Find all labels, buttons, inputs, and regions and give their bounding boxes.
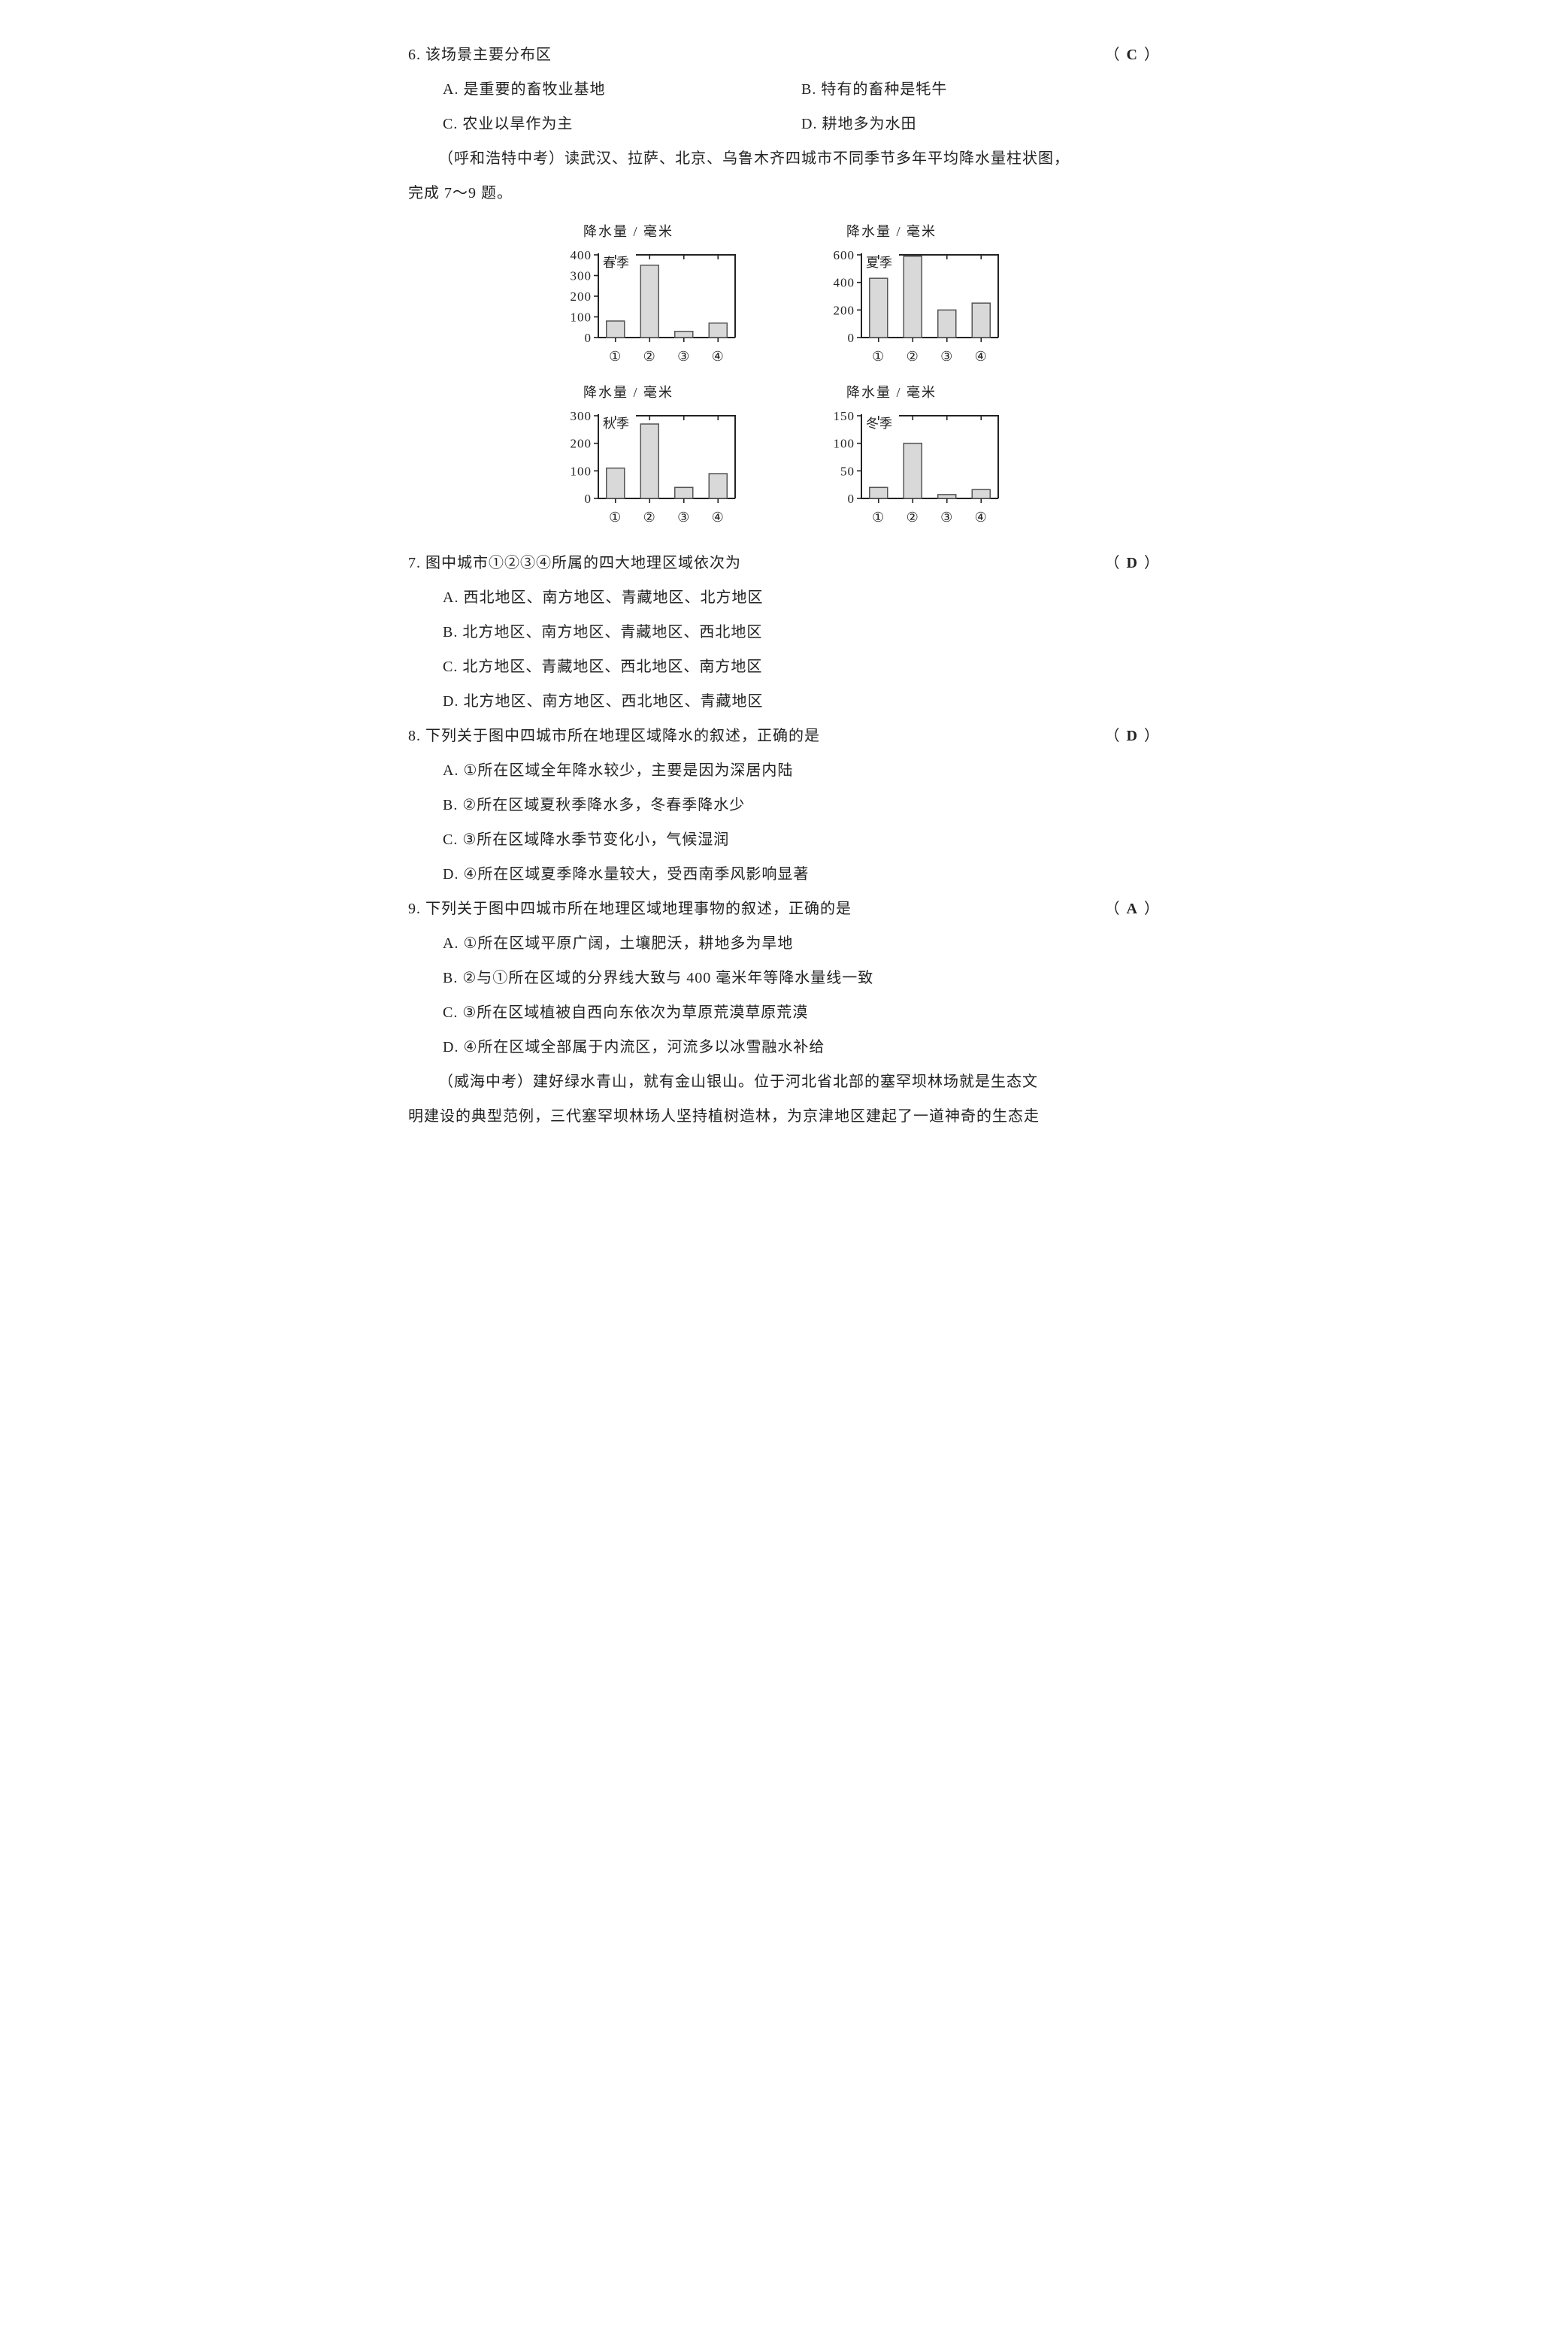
q9-answer: A (1121, 901, 1144, 917)
xtick: ② (643, 502, 656, 533)
chart-spring-xticks: ① ② ③ ④ (562, 341, 743, 372)
exam-page: 6. 该场景主要分布区 （C） A. 是重要的畜牧业基地 C. 农业以旱作为主 … (378, 0, 1190, 1164)
svg-text:400: 400 (571, 249, 592, 262)
chart-summer-xticks: ① ② ③ ④ (825, 341, 1006, 372)
svg-text:夏季: 夏季 (866, 256, 893, 270)
chart-summer: 降水量 / 毫米 0 200 400 600 夏季 ① ② ③ ④ (825, 217, 1006, 373)
chart-autumn-xticks: ① ② ③ ④ (562, 502, 743, 533)
question-9: 9. 下列关于图中四城市所在地理区域地理事物的叙述，正确的是 （A） A. ①所… (408, 892, 1160, 1065)
q8-answer-slot: （D） (1090, 719, 1160, 753)
open-paren: （ (1105, 47, 1121, 63)
q9-option-d: D. ④所在区域全部属于内流区，河流多以冰雪融水补给 (443, 1030, 1160, 1065)
reading-passage-2: （威海中考）建好绿水青山，就有金山银山。位于河北省北部的塞罕坝林场就是生态文 明… (408, 1065, 1160, 1134)
chart-winter-axis-title: 降水量 / 毫米 (825, 377, 1006, 408)
q6-stem: 6. 该场景主要分布区 (408, 38, 1090, 72)
svg-text:0: 0 (585, 331, 592, 343)
xtick: ① (872, 502, 885, 533)
svg-text:0: 0 (848, 331, 855, 343)
reading-passage-1: （呼和浩特中考）读武汉、拉萨、北京、乌鲁木齐四城市不同季节多年平均降水量柱状图，… (408, 141, 1160, 210)
chart-autumn-axis-title: 降水量 / 毫米 (562, 377, 743, 408)
svg-text:0: 0 (848, 492, 855, 504)
q6-options: A. 是重要的畜牧业基地 C. 农业以旱作为主 B. 特有的畜种是牦牛 D. 耕… (408, 72, 1160, 141)
q8-option-b: B. ②所在区域夏秋季降水多，冬春季降水少 (443, 788, 1160, 822)
q9-option-a: A. ①所在区域平原广阔，土壤肥沃，耕地多为旱地 (443, 926, 1160, 961)
q8-option-d: D. ④所在区域夏季降水量较大，受西南季风影响显著 (443, 857, 1160, 892)
q9-answer-slot: （A） (1090, 892, 1160, 926)
reading1-line1: （呼和浩特中考）读武汉、拉萨、北京、乌鲁木齐四城市不同季节多年平均降水量柱状图， (408, 141, 1160, 176)
svg-text:100: 100 (571, 465, 592, 479)
svg-text:400: 400 (834, 276, 855, 290)
q9-options: A. ①所在区域平原广阔，土壤肥沃，耕地多为旱地 B. ②与①所在区域的分界线大… (408, 926, 1160, 1065)
question-8: 8. 下列关于图中四城市所在地理区域降水的叙述，正确的是 （D） A. ①所在区… (408, 719, 1160, 892)
q7-option-c: C. 北方地区、青藏地区、西北地区、南方地区 (443, 650, 1160, 684)
chart-winter-svg: 0 50 100 150 冬季 (825, 410, 1006, 504)
xtick: ① (872, 341, 885, 372)
svg-text:300: 300 (571, 269, 592, 283)
chart-winter-xticks: ① ② ③ ④ (825, 502, 1006, 533)
q9-option-c: C. ③所在区域植被自西向东依次为草原荒漠草原荒漠 (443, 995, 1160, 1030)
xtick: ④ (975, 341, 988, 372)
reading2-line2: 明建设的典型范例，三代塞罕坝林场人坚持植树造林，为京津地区建起了一道神奇的生态走 (408, 1099, 1160, 1134)
svg-text:600: 600 (834, 249, 855, 262)
chart-summer-svg: 0 200 400 600 夏季 (825, 249, 1006, 343)
chart-summer-axis-title: 降水量 / 毫米 (825, 217, 1006, 247)
svg-text:200: 200 (834, 304, 855, 318)
q6-answer-slot: （C） (1090, 38, 1160, 72)
close-paren: ） (1144, 47, 1160, 63)
xtick: ② (907, 341, 919, 372)
xtick: ④ (975, 502, 988, 533)
xtick: ④ (712, 341, 725, 372)
svg-text:冬季: 冬季 (866, 416, 893, 431)
q6-option-d: D. 耕地多为水田 (801, 107, 1160, 141)
q8-options: A. ①所在区域全年降水较少，主要是因为深居内陆 B. ②所在区域夏秋季降水多，… (408, 753, 1160, 892)
q8-option-c: C. ③所在区域降水季节变化小，气候湿润 (443, 822, 1160, 857)
q7-stem: 7. 图中城市①②③④所属的四大地理区域依次为 (408, 546, 1090, 580)
q7-answer: D (1121, 555, 1144, 571)
q6-option-b: B. 特有的畜种是牦牛 (801, 72, 1160, 107)
svg-text:200: 200 (571, 289, 592, 304)
question-7: 7. 图中城市①②③④所属的四大地理区域依次为 （D） A. 西北地区、南方地区… (408, 546, 1160, 719)
xtick: ③ (677, 341, 690, 372)
q6-option-c: C. 农业以旱作为主 (443, 107, 801, 141)
q7-options: A. 西北地区、南方地区、青藏地区、北方地区 B. 北方地区、南方地区、青藏地区… (408, 580, 1160, 719)
svg-text:50: 50 (840, 465, 855, 479)
q7-option-d: D. 北方地区、南方地区、西北地区、青藏地区 (443, 684, 1160, 719)
svg-text:100: 100 (571, 310, 592, 325)
question-6: 6. 该场景主要分布区 （C） A. 是重要的畜牧业基地 C. 农业以旱作为主 … (408, 38, 1160, 141)
q8-answer: D (1121, 728, 1144, 744)
svg-text:100: 100 (834, 437, 855, 451)
xtick: ① (609, 341, 622, 372)
chart-spring-axis-title: 降水量 / 毫米 (562, 217, 743, 247)
q9-option-b: B. ②与①所在区域的分界线大致与 400 毫米年等降水量线一致 (443, 961, 1160, 995)
precipitation-charts: 降水量 / 毫米 0 100 200 300 400 春季 ① ② ③ ④ 降水量 / 毫… (408, 217, 1160, 538)
svg-text:300: 300 (571, 410, 592, 423)
chart-autumn: 降水量 / 毫米 0 100 200 300 秋季 ① ② ③ ④ (562, 377, 743, 534)
svg-text:0: 0 (585, 492, 592, 504)
q6-answer: C (1121, 47, 1144, 63)
xtick: ③ (940, 502, 953, 533)
q8-option-a: A. ①所在区域全年降水较少，主要是因为深居内陆 (443, 753, 1160, 788)
xtick: ① (609, 502, 622, 533)
q8-stem: 8. 下列关于图中四城市所在地理区域降水的叙述，正确的是 (408, 719, 1090, 753)
chart-winter: 降水量 / 毫米 0 50 100 150 冬季 ① ② ③ ④ (825, 377, 1006, 534)
q9-stem: 9. 下列关于图中四城市所在地理区域地理事物的叙述，正确的是 (408, 892, 1090, 926)
svg-text:春季: 春季 (603, 256, 630, 270)
xtick: ④ (712, 502, 725, 533)
svg-text:150: 150 (834, 410, 855, 423)
xtick: ② (643, 341, 656, 372)
chart-spring: 降水量 / 毫米 0 100 200 300 400 春季 ① ② ③ ④ (562, 217, 743, 373)
q7-option-b: B. 北方地区、南方地区、青藏地区、西北地区 (443, 615, 1160, 650)
chart-spring-svg: 0 100 200 300 400 春季 (562, 249, 743, 343)
q6-option-a: A. 是重要的畜牧业基地 (443, 72, 801, 107)
svg-text:秋季: 秋季 (603, 416, 630, 431)
xtick: ③ (677, 502, 690, 533)
q7-answer-slot: （D） (1090, 546, 1160, 580)
xtick: ③ (940, 341, 953, 372)
xtick: ② (907, 502, 919, 533)
svg-text:200: 200 (571, 437, 592, 451)
chart-autumn-svg: 0 100 200 300 秋季 (562, 410, 743, 504)
q7-option-a: A. 西北地区、南方地区、青藏地区、北方地区 (443, 580, 1160, 615)
reading2-line1: （威海中考）建好绿水青山，就有金山银山。位于河北省北部的塞罕坝林场就是生态文 (408, 1065, 1160, 1099)
reading1-line2: 完成 7～9 题。 (408, 176, 1160, 210)
